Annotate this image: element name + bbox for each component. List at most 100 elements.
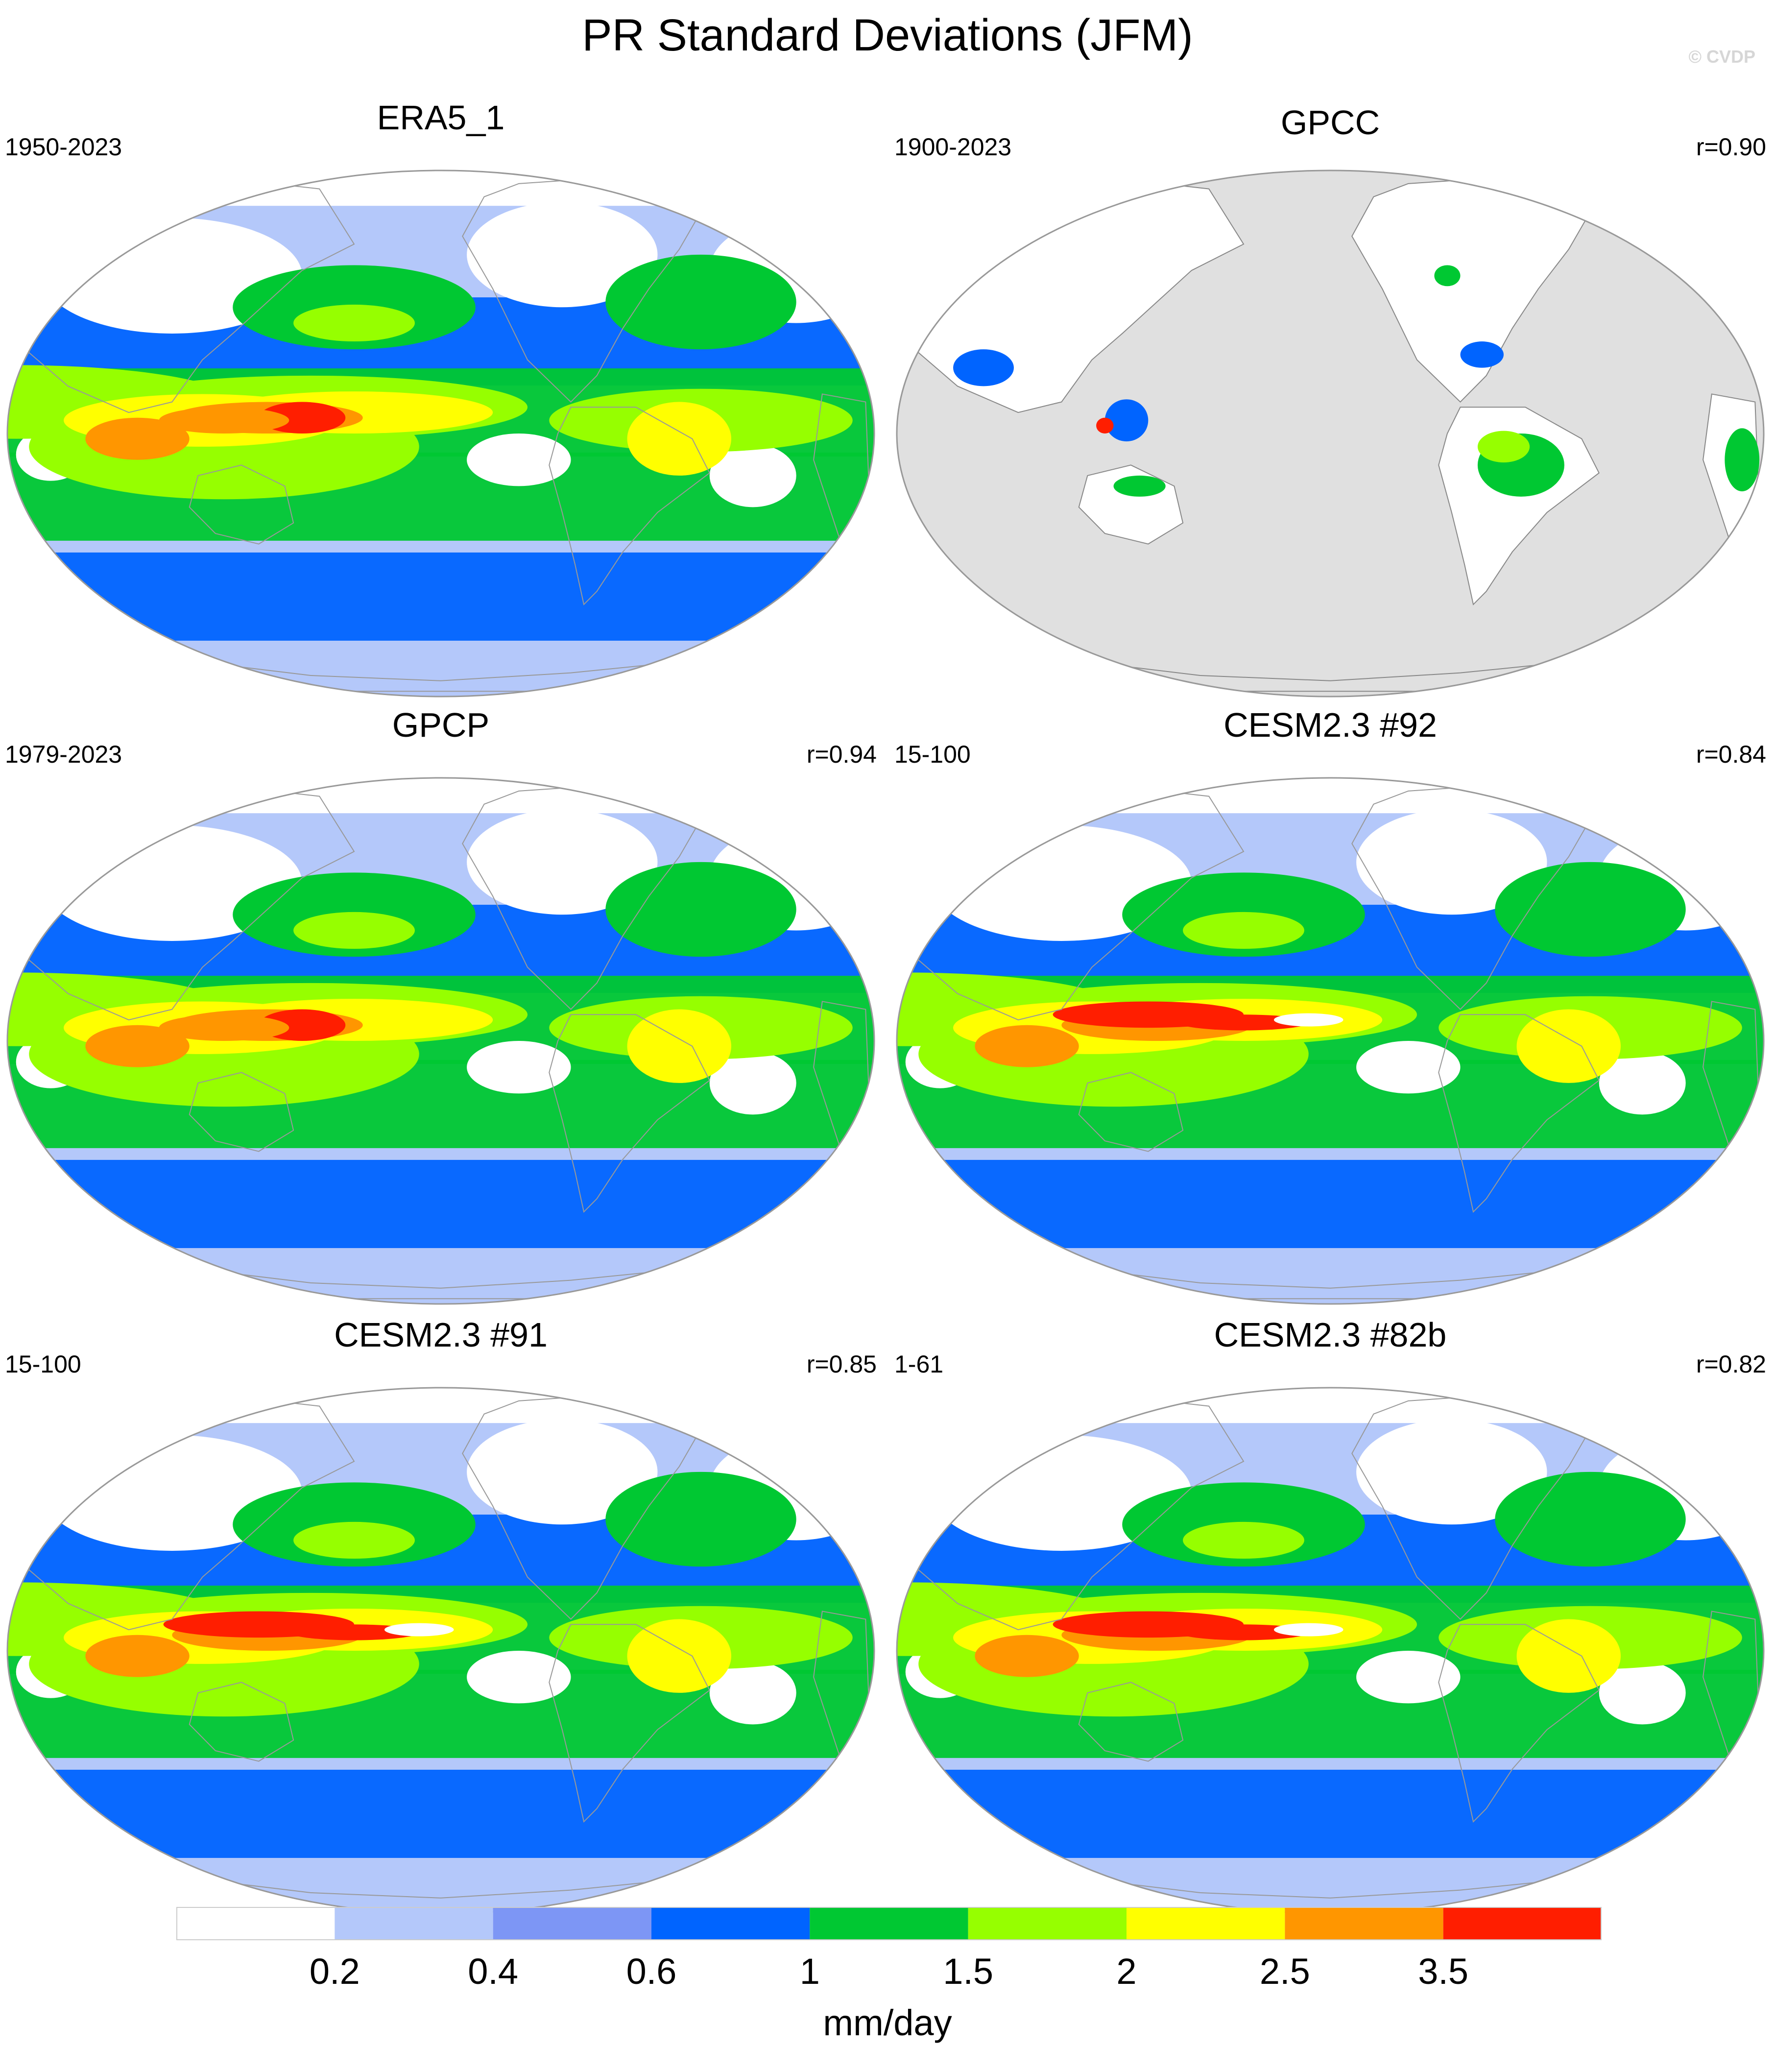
tropical-rain-belt — [627, 1619, 731, 1693]
land-precip-maximum — [1113, 475, 1166, 497]
warm-pool-maximum — [1273, 1013, 1343, 1027]
dry-arctic-region — [7, 778, 874, 814]
storm-track-maximum — [1183, 912, 1304, 949]
colorbar-tick-label: 1.5 — [943, 1951, 994, 1992]
dry-subtropical-ocean — [1356, 1651, 1461, 1704]
dry-subtropical-ocean — [467, 434, 571, 486]
panel-years: 15-100 — [894, 741, 971, 768]
colorbar-swatch — [493, 1907, 651, 1940]
colorbar-tick-label: 0.4 — [468, 1951, 519, 1992]
dry-continent-region — [1356, 1419, 1547, 1525]
dry-subtropical-ocean — [467, 1651, 571, 1704]
panel-years: 1-61 — [894, 1350, 944, 1378]
map-boundary — [6, 777, 875, 1305]
colorbar-tick-label: 0.2 — [309, 1951, 360, 1992]
map-panel-era5: ERA5_1 1950-2023 — [5, 96, 877, 703]
dry-subtropical-ocean — [1356, 1041, 1461, 1094]
storm-track-maximum — [293, 912, 415, 949]
map-panel-cesm-82b: CESM2.3 #82b 1-61 r=0.82 — [894, 1313, 1766, 1920]
map-panel-cesm-91: CESM2.3 #91 15-100 r=0.85 — [5, 1313, 877, 1920]
precip-sh-midlat-band — [897, 1159, 1764, 1248]
precip-map — [896, 1387, 1765, 1915]
colorbar-units: mm/day — [823, 2002, 952, 2043]
precip-map — [6, 1387, 875, 1915]
precip-sh-midlat-band — [7, 1769, 874, 1858]
tropical-rain-belt — [627, 1009, 731, 1083]
coastline — [189, 1072, 294, 1152]
panel-title: CESM2.3 #91 — [334, 1316, 548, 1354]
coastline — [1438, 1014, 1600, 1213]
storm-track-maximum — [605, 862, 796, 957]
map-boundary — [6, 169, 875, 698]
warm-pool-maximum — [159, 407, 289, 434]
coastline — [1078, 1072, 1184, 1152]
panel-correlation: r=0.90 — [1696, 133, 1766, 161]
land-precip-maximum — [1096, 417, 1114, 434]
panel-title: GPCC — [1280, 103, 1380, 142]
land-precip-maximum — [1477, 431, 1530, 463]
tropical-rain-belt — [85, 1025, 190, 1067]
dry-subtropical-ocean — [467, 1041, 571, 1094]
panel-correlation: r=0.94 — [806, 741, 877, 768]
colorbar-tick-label: 0.6 — [626, 1951, 677, 1992]
dry-continent-region — [467, 1419, 658, 1525]
colorbar-outline — [176, 1907, 1602, 1940]
colorbar-swatch — [968, 1907, 1127, 1940]
colorbar-swatch — [335, 1907, 493, 1940]
dry-continent-region — [467, 202, 658, 308]
precip-map — [6, 169, 875, 698]
storm-track-maximum — [605, 254, 796, 350]
colorbar-tick-label: 2 — [1116, 1951, 1137, 1992]
coastline — [549, 1014, 710, 1213]
dry-subtropical-ocean — [709, 1661, 796, 1725]
precip-map — [6, 777, 875, 1305]
storm-track-maximum — [1495, 862, 1686, 957]
cvdp-watermark: © CVDP — [1688, 47, 1755, 67]
colorbar-tick-label: 3.5 — [1418, 1951, 1469, 1992]
colorbar-tick-label: 1 — [799, 1951, 820, 1992]
storm-track-maximum — [1495, 1471, 1686, 1567]
dry-arctic-region — [897, 778, 1764, 814]
tropical-rain-belt — [1516, 1619, 1621, 1693]
panel-years: 1950-2023 — [5, 133, 122, 161]
colorbar-swatch — [176, 1907, 335, 1940]
colorbar-swatch — [1443, 1907, 1602, 1940]
precip-sh-midlat-band — [7, 552, 874, 641]
panel-years: 15-100 — [5, 1350, 81, 1378]
warm-pool-maximum — [384, 1623, 454, 1637]
coastline — [189, 464, 294, 545]
colorbar-swatch — [651, 1907, 810, 1940]
dry-continent-region — [1356, 809, 1547, 915]
panel-title: GPCP — [392, 706, 490, 744]
dry-subtropical-ocean — [1599, 1661, 1686, 1725]
colorbar — [176, 1907, 1602, 1940]
map-boundary — [896, 169, 1765, 698]
panel-years: 1900-2023 — [894, 133, 1012, 161]
storm-track-maximum — [605, 1471, 796, 1567]
colorbar-swatch — [1285, 1907, 1443, 1940]
coastline — [1078, 1682, 1184, 1762]
land-precip-maximum — [1104, 399, 1149, 442]
panel-title: CESM2.3 #92 — [1223, 706, 1437, 744]
panel-correlation: r=0.82 — [1696, 1350, 1766, 1378]
land-precip-maximum — [1460, 341, 1504, 368]
warm-pool-maximum — [1273, 1623, 1343, 1637]
map-boundary — [896, 777, 1765, 1305]
dry-subtropical-ocean — [709, 1051, 796, 1115]
antarctic-region — [897, 1277, 1764, 1304]
panel-correlation: r=0.85 — [806, 1350, 877, 1378]
land-precip-maximum — [1725, 428, 1760, 492]
tropical-rain-belt — [627, 402, 731, 476]
tropical-rain-belt — [85, 1635, 190, 1677]
coastline — [549, 407, 710, 606]
colorbar-swatch — [810, 1907, 968, 1940]
antarctic-region — [7, 670, 874, 697]
coastline — [1438, 1624, 1600, 1823]
panel-title: ERA5_1 — [377, 98, 505, 137]
panel-title: CESM2.3 #82b — [1214, 1316, 1447, 1354]
antarctic-region — [7, 1277, 874, 1304]
dry-subtropical-ocean — [1599, 1051, 1686, 1115]
map-panel-gpcc: GPCC 1900-2023 r=0.90 — [894, 96, 1766, 703]
colorbar-tick-label: 2.5 — [1259, 1951, 1310, 1992]
storm-track-maximum — [1183, 1521, 1304, 1559]
